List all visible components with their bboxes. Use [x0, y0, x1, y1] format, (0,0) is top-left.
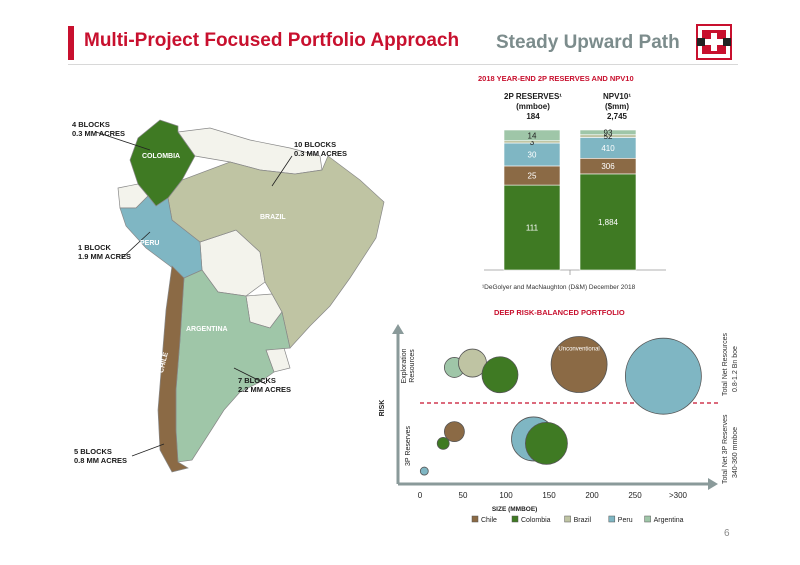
header-divider — [68, 64, 738, 65]
y-axis-title: RISK — [379, 400, 386, 417]
bar-value-label: 52 — [604, 132, 613, 141]
callout-line-chile — [131, 443, 165, 457]
bar-value-label: 1,884 — [598, 218, 619, 227]
bubble-label: Unconventional — [558, 347, 599, 353]
south-america-map — [95, 119, 385, 473]
x-tick-label: >300 — [669, 491, 688, 500]
bubble-chile — [444, 421, 465, 443]
reserves-footnote: ¹DeGolyer and MacNaughton (D&M) December… — [482, 284, 636, 291]
col2-line1: NPV10¹ — [602, 92, 631, 101]
company-logo-icon — [696, 24, 732, 60]
bar-value-label: 25 — [528, 172, 537, 181]
risk-portfolio-bubble-chart: 0 50 100 150 200 250 >300 SIZE (MMBOE) RISK Explo… — [379, 324, 718, 524]
x-tick-label: 250 — [628, 491, 642, 500]
callout-line-argentina — [233, 367, 267, 385]
right-bottom-line1: Total Net 3P Reserves — [722, 414, 729, 484]
legend-swatch-chile — [471, 515, 479, 523]
country-label-colombia: COLOMBIA — [142, 153, 181, 160]
callout-chile: 5 BLOCKS 0.8 MM ACRES — [74, 447, 127, 465]
title-accent-bar — [68, 26, 74, 60]
bar-value-label: 30 — [528, 150, 537, 159]
bar-value-label: 111 — [526, 224, 539, 233]
country-label-argentina: ARGENTINA — [186, 326, 228, 333]
exploration-label-line2: Resources — [409, 349, 416, 383]
right-bottom-line2: 340-360 mmboe — [732, 427, 739, 478]
bubble-peru — [624, 337, 702, 415]
callout-peru: 1 BLOCK 1.9 MM ACRES — [78, 243, 131, 261]
callout-brazil-blocks: 10 BLOCKS — [294, 140, 337, 149]
x-tick-label: 50 — [459, 491, 468, 500]
bar-segment-colombia-1 — [503, 184, 561, 271]
page-title: Multi-Project Focused Portfolio Approach — [84, 30, 460, 51]
legend-label-colombia: Colombia — [521, 517, 551, 524]
bar-value-label: 14 — [528, 131, 537, 140]
bubble-colombia — [436, 436, 450, 450]
bar-value-label: 410 — [601, 144, 615, 153]
x-axis-title: SIZE (MMBOE) — [492, 506, 537, 513]
bubble-chile — [550, 336, 608, 393]
bar-segment-argentina-1 — [503, 129, 561, 142]
callout-argentina-blocks: 7 BLOCKS — [238, 376, 276, 385]
callout-line-colombia — [95, 131, 151, 151]
col1-line1: 2P RESERVES¹ — [504, 92, 562, 101]
reserves-col2-header: NPV10¹ ($mm) 2,745 — [572, 92, 662, 122]
callout-brazil-acres: 0.3 MM ACRES — [294, 149, 348, 158]
reserves-3p-label: 3P Reserves — [405, 426, 412, 466]
callout-colombia: 4 BLOCKS 0.3 MM ACRES — [72, 120, 125, 138]
bar-value-label: 3 — [530, 138, 535, 147]
callout-line-peru — [121, 231, 151, 259]
col2-total: 2,745 — [606, 112, 628, 121]
x-tick-label: 0 — [418, 491, 423, 500]
risk-axis-arrow-icon — [392, 324, 404, 334]
bubble-peru — [419, 466, 429, 476]
size-axis-arrow-icon — [708, 478, 718, 490]
legend-label-argentina: Argentina — [654, 517, 684, 524]
bar-segment-colombia-2 — [579, 173, 637, 271]
country-label-peru: PERU — [140, 240, 160, 247]
right-top-line1: Total Net Resources — [722, 332, 729, 396]
country-label-brazil: BRAZIL — [260, 214, 286, 221]
bar-value-label: 93 — [604, 128, 613, 137]
right-top-line2: 0.8-1.2 Bn boe — [732, 346, 739, 392]
callout-argentina-acres: 2.2 MM ACRES — [238, 385, 292, 394]
exploration-label-line1: Exploration — [401, 348, 408, 383]
callout-peru-blocks: 1 BLOCK — [78, 243, 111, 252]
callout-argentina: 7 BLOCKS 2.2 MM ACRES — [238, 376, 291, 394]
legend-label-peru: Peru — [618, 517, 633, 524]
callout-chile-blocks: 5 BLOCKS — [74, 447, 112, 456]
page-number: 6 — [724, 528, 730, 539]
page-subtitle: Steady Upward Path — [496, 32, 680, 53]
callout-chile-acres: 0.8 MM ACRES — [74, 456, 128, 465]
bar-value-label: 306 — [601, 162, 615, 171]
legend-swatch-colombia — [511, 515, 519, 523]
legend-label-chile: Chile — [481, 517, 497, 524]
portfolio-title: DEEP RISK-BALANCED PORTFOLIO — [494, 308, 625, 317]
map-colombia — [129, 119, 196, 207]
legend-swatch-brazil — [564, 515, 571, 523]
bubble-colombia — [481, 356, 519, 394]
reserves-title: 2018 YEAR-END 2P RESERVES AND NPV10 — [478, 74, 634, 83]
bubble-colombia — [525, 421, 568, 465]
x-tick-label: 200 — [585, 491, 599, 500]
legend-swatch-peru — [608, 515, 616, 523]
callout-colombia-blocks: 4 BLOCKS — [72, 120, 110, 129]
map-peru — [119, 195, 203, 279]
callout-peru-acres: 1.9 MM ACRES — [78, 252, 132, 261]
map-chile — [157, 265, 189, 473]
right-label-top: Total Net Resources 0.8-1.2 Bn boe — [722, 332, 752, 402]
callout-colombia-acres: 0.3 MM ACRES — [72, 129, 126, 138]
reserves-col1-header: 2P RESERVES¹ (mmboe) 184 — [488, 92, 578, 122]
x-tick-label: 100 — [499, 491, 513, 500]
legend-label-brazil: Brazil — [574, 517, 592, 524]
legend-swatch-argentina — [644, 515, 651, 523]
right-label-bottom: Total Net 3P Reserves 340-360 mmboe — [722, 408, 752, 488]
callout-line-brazil — [271, 155, 293, 187]
x-tick-label: 150 — [542, 491, 556, 500]
callout-brazil: 10 BLOCKS 0.3 MM ACRES — [294, 140, 347, 158]
bar-segment-argentina-2 — [579, 129, 637, 136]
col1-total: 184 — [526, 112, 540, 121]
col2-line2: ($mm) — [604, 102, 629, 111]
col1-line2: (mmboe) — [516, 102, 550, 111]
